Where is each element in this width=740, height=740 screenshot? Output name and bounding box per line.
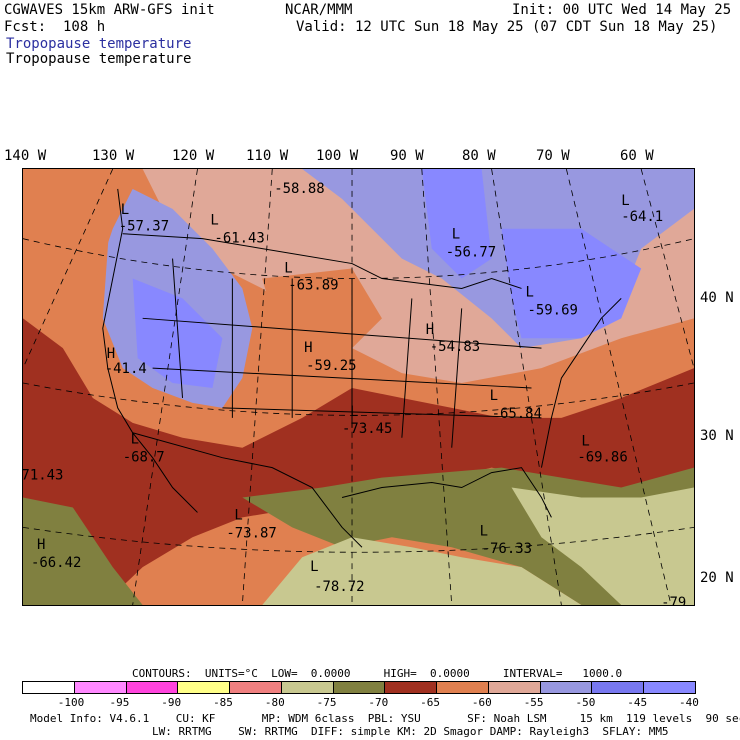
colorbar-swatch bbox=[22, 681, 75, 694]
lon-label: 110 W bbox=[246, 148, 289, 164]
colorbar-swatch bbox=[384, 681, 438, 694]
map-label: -59.25 bbox=[306, 358, 356, 374]
map-label: -63.89 bbox=[288, 277, 338, 293]
physics-info: LW: RRTMG SW: RRTMG DIFF: simple KM: 2D … bbox=[152, 725, 669, 738]
map-label: -76.33 bbox=[482, 541, 532, 557]
lat-label: 40 N bbox=[700, 290, 734, 306]
colorbar-label: -75 bbox=[316, 696, 337, 709]
map-label: L bbox=[490, 388, 498, 404]
tropopause-temperature-map: -58.88 L -57.37 L -61.43 L -56.77 L -64.… bbox=[22, 168, 695, 606]
colorbar-swatch bbox=[643, 681, 696, 694]
map-label: -78.72 bbox=[314, 579, 364, 595]
lat-label: 30 N bbox=[700, 428, 734, 444]
map-label: L bbox=[621, 193, 629, 209]
map-label: -59.69 bbox=[527, 302, 577, 318]
map-label: L bbox=[310, 559, 318, 575]
map-label: H bbox=[107, 346, 115, 362]
colorbar-swatch bbox=[436, 681, 489, 694]
map-label: -41.4 bbox=[105, 361, 147, 377]
map-label: L bbox=[452, 227, 460, 243]
colorbar-label: -90 bbox=[161, 696, 182, 709]
map-label: L bbox=[284, 261, 292, 277]
map-label: -56.77 bbox=[446, 245, 496, 261]
colorbar-swatch bbox=[229, 681, 282, 694]
lat-label: 20 N bbox=[700, 570, 734, 586]
map-label: -57.37 bbox=[119, 219, 169, 235]
lon-label: 120 W bbox=[172, 148, 215, 164]
init-time: Init: 00 UTC Wed 14 May 25 bbox=[512, 2, 732, 18]
colorbar-label: -50 bbox=[575, 696, 596, 709]
colorbar-swatch bbox=[125, 681, 179, 694]
colorbar-swatch bbox=[487, 681, 541, 694]
map-label: -68.7 bbox=[123, 450, 165, 466]
map-label: L bbox=[121, 202, 129, 218]
lon-label: 80 W bbox=[462, 148, 496, 164]
map-label: -79 bbox=[661, 595, 686, 606]
lon-label: 140 W bbox=[4, 148, 47, 164]
lon-label: 70 W bbox=[536, 148, 570, 164]
map-label: -54.83 bbox=[430, 339, 480, 355]
map-label: L bbox=[350, 404, 358, 420]
colorbar-label: -85 bbox=[213, 696, 233, 709]
colorbar-label: -40 bbox=[679, 696, 699, 709]
model-title: CGWAVES 15km ARW-GFS init bbox=[4, 2, 215, 18]
field-title: Tropopause temperature bbox=[6, 51, 192, 67]
map-label: L bbox=[234, 507, 242, 523]
map-label: -69.86 bbox=[577, 450, 627, 466]
map-label: -64.1 bbox=[621, 209, 663, 225]
map-label: H bbox=[37, 537, 45, 553]
colorbar-swatch bbox=[73, 681, 127, 694]
map-label: L bbox=[581, 434, 589, 450]
map-label: -61.43 bbox=[214, 231, 264, 247]
colorbar-swatch bbox=[280, 681, 334, 694]
model-info: Model Info: V4.6.1 CU: KF MP: WDM 6class… bbox=[30, 712, 740, 725]
lon-label: 60 W bbox=[620, 148, 654, 164]
colorbar-label: -60 bbox=[471, 696, 492, 709]
map-label: -73.87 bbox=[226, 525, 276, 541]
contours-info: CONTOURS: UNITS=°C LOW= 0.0000 HIGH= 0.0… bbox=[132, 667, 623, 680]
colorbar-swatch bbox=[332, 681, 386, 694]
forecast-hour: Fcst: 108 h bbox=[4, 19, 106, 35]
lon-label: 130 W bbox=[92, 148, 135, 164]
map-label: -65.84 bbox=[492, 406, 542, 422]
colorbar-label: -80 bbox=[264, 696, 285, 709]
map-label: -73.45 bbox=[342, 421, 392, 437]
map-label: -71.43 bbox=[22, 468, 63, 484]
colorbar-label: -65 bbox=[420, 696, 441, 709]
colorbar-label: -100 bbox=[57, 696, 85, 709]
lon-label: 100 W bbox=[316, 148, 359, 164]
map-label: L bbox=[210, 213, 218, 229]
colorbar-label: -45 bbox=[627, 696, 648, 709]
colorbar-label: -70 bbox=[368, 696, 389, 709]
map-label: L bbox=[480, 523, 488, 539]
colorbar-label: -95 bbox=[109, 696, 130, 709]
map-label: H bbox=[426, 322, 434, 338]
org-label: NCAR/MMM bbox=[285, 2, 353, 18]
map-label: -66.42 bbox=[31, 555, 81, 571]
field-title-blue: Tropopause temperature bbox=[6, 36, 192, 52]
colorbar-swatch bbox=[539, 681, 593, 694]
valid-time: Valid: 12 UTC Sun 18 May 25 (07 CDT Sun … bbox=[296, 19, 718, 35]
map-label: L bbox=[131, 432, 139, 448]
colorbar-swatch bbox=[591, 681, 645, 694]
colorbar-swatch bbox=[177, 681, 231, 694]
colorbar-label: -55 bbox=[523, 696, 544, 709]
map-label: L bbox=[526, 284, 534, 300]
map-label: H bbox=[304, 340, 312, 356]
lon-label: 90 W bbox=[390, 148, 424, 164]
map-label: -58.88 bbox=[274, 181, 324, 197]
